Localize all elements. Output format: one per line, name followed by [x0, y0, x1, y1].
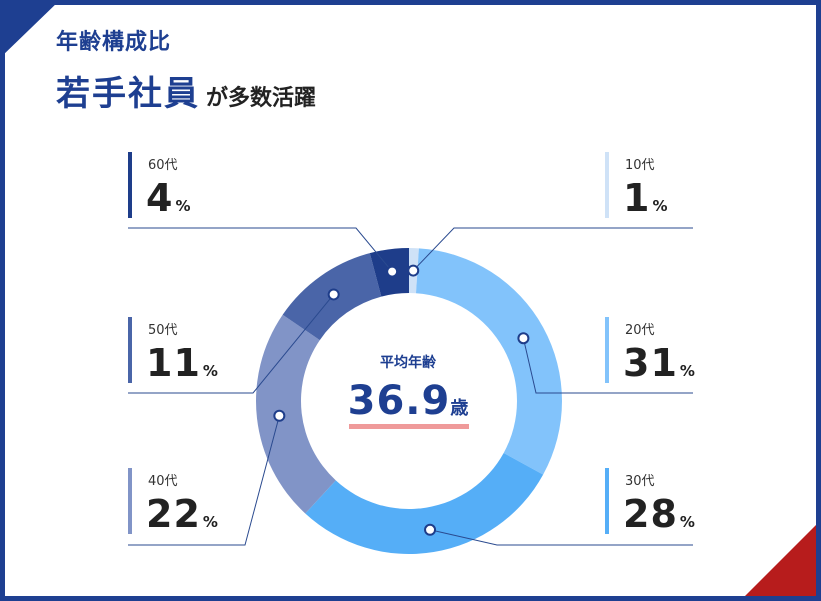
- legend-age-label: 40代: [148, 474, 178, 489]
- legend-value-number: 28: [623, 492, 678, 536]
- legend-bar: [605, 468, 609, 534]
- percent-sign: %: [679, 513, 695, 531]
- legend-value: 22%: [146, 492, 218, 536]
- leader-line-1: [412, 227, 693, 271]
- donut-slice-3: [305, 452, 544, 554]
- chart-title: 若手社員 が多数活躍: [56, 66, 316, 115]
- legend-value-number: 11: [146, 341, 201, 385]
- percent-sign: %: [679, 362, 695, 380]
- legend-bar: [128, 468, 132, 534]
- average-age-label: 平均年齢: [380, 355, 436, 371]
- corner-accent-top-left: [0, 0, 60, 58]
- header: 年齢構成比 若手社員 が多数活躍: [56, 24, 316, 115]
- legend-value: 28%: [623, 492, 695, 536]
- leader-line-3: [429, 529, 693, 546]
- legend-value: 31%: [623, 341, 695, 385]
- percent-sign: %: [202, 362, 218, 380]
- legend-bar: [128, 317, 132, 383]
- legend-value: 11%: [146, 341, 218, 385]
- legend-value-number: 22: [146, 492, 201, 536]
- legend-age-label: 60代: [148, 158, 178, 173]
- leader-line-4: [128, 415, 280, 546]
- percent-sign: %: [652, 197, 668, 215]
- average-age-underline: [349, 424, 469, 429]
- slice-marker-1: [407, 264, 420, 277]
- average-age-unit: 歳: [450, 398, 469, 419]
- average-age-value: 36.9歳: [343, 378, 473, 424]
- title-rest: が多数活躍: [206, 86, 317, 111]
- legend-bar: [605, 317, 609, 383]
- percent-sign: %: [175, 197, 191, 215]
- legend-value-number: 4: [146, 176, 174, 220]
- donut-slice-4: [255, 314, 336, 514]
- slice-marker-2: [517, 332, 530, 345]
- donut-slice-2: [415, 248, 563, 475]
- average-age-number: 36.9: [347, 378, 451, 424]
- legend-value: 4%: [146, 176, 190, 220]
- corner-accent-bottom-right: [745, 525, 816, 596]
- slice-marker-5: [327, 288, 340, 301]
- title-main: 若手社員: [56, 74, 200, 114]
- leader-line-5: [128, 294, 335, 394]
- legend-age-label: 30代: [625, 474, 655, 489]
- legend-value: 1%: [623, 176, 667, 220]
- legend-value-number: 1: [623, 176, 651, 220]
- leader-line-6: [128, 227, 393, 272]
- slice-marker-6: [386, 265, 399, 278]
- chart-subtitle: 年齢構成比: [56, 30, 172, 55]
- slice-marker-4: [273, 409, 286, 422]
- legend-bar: [128, 152, 132, 218]
- legend-age-label: 20代: [625, 323, 655, 338]
- legend-age-label: 50代: [148, 323, 178, 338]
- legend-age-label: 10代: [625, 158, 655, 173]
- slice-marker-3: [424, 523, 437, 536]
- legend-value-number: 31: [623, 341, 678, 385]
- leader-line-2: [522, 338, 693, 394]
- percent-sign: %: [202, 513, 218, 531]
- legend-bar: [605, 152, 609, 218]
